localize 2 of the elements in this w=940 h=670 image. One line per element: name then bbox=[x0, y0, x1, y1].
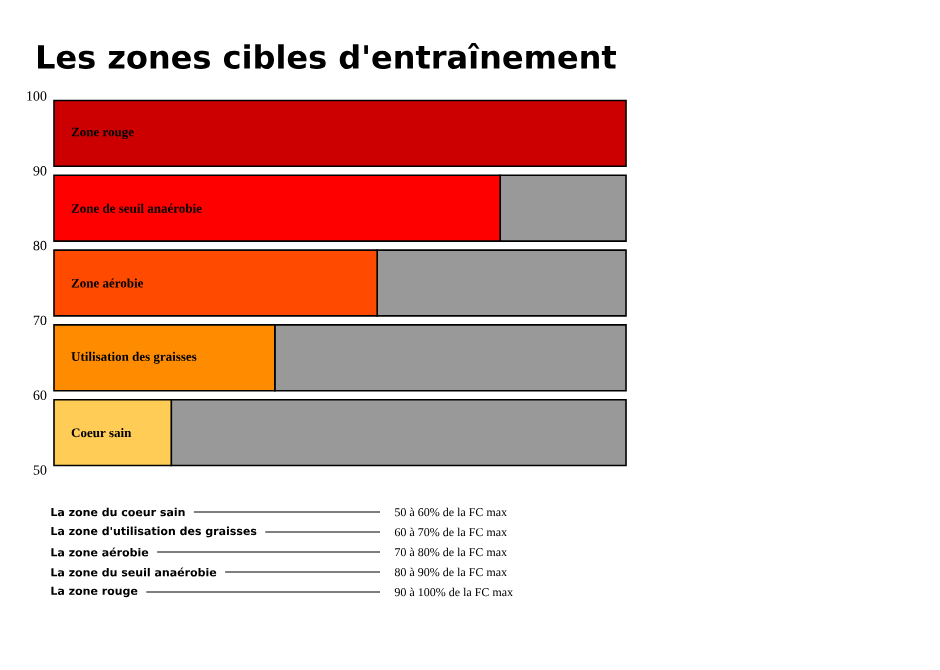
bar bbox=[53, 99, 627, 168]
chart-title: Les zones cibles d'entraînement bbox=[38, 42, 616, 69]
